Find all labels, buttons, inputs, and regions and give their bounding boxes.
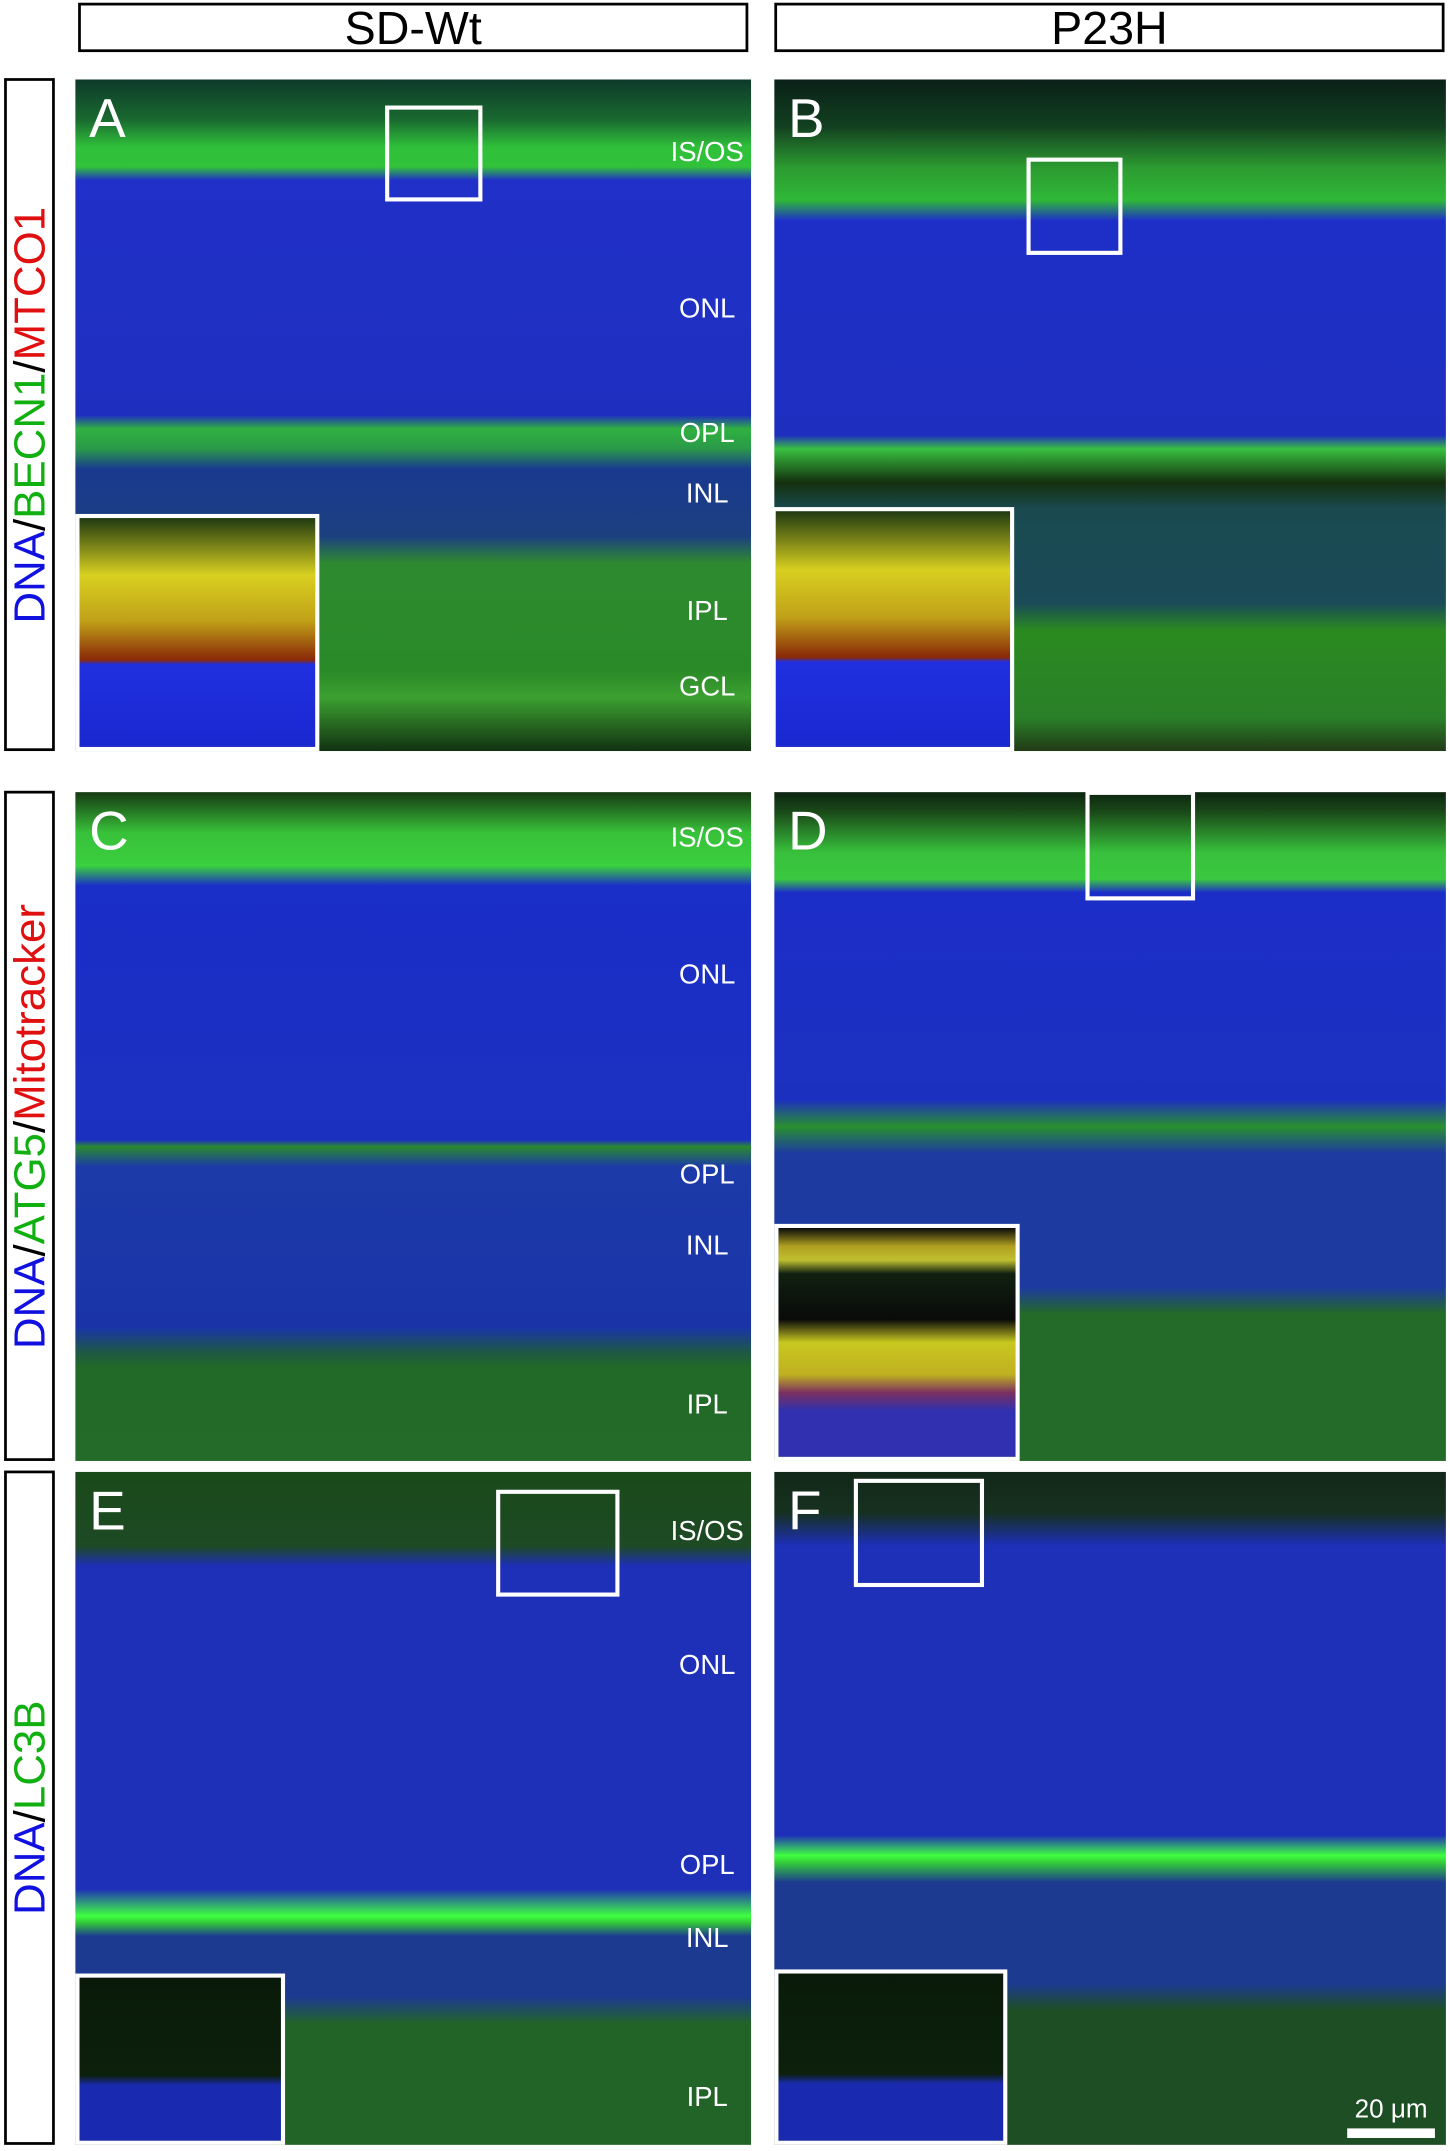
inset-image	[774, 1969, 1008, 2145]
column-header: P23H	[774, 2, 1445, 52]
region-box	[1026, 157, 1123, 255]
row-label-part: /	[4, 518, 54, 531]
layer-label: GCL	[679, 672, 736, 703]
scale-bar	[1347, 2128, 1435, 2138]
inset-image	[75, 1973, 286, 2145]
layer-label: OPL	[679, 1850, 735, 1882]
panel-letter: C	[89, 801, 129, 863]
layer-label: INL	[685, 1231, 729, 1262]
row-label-box	[4, 1470, 55, 2145]
row-label: DNA/ATG5/Mitotracker	[4, 903, 55, 1348]
region-box	[385, 105, 483, 202]
row-label-part: /	[4, 1810, 54, 1823]
layer-label: ONL	[679, 293, 736, 325]
row-label-part: Mitotracker	[4, 903, 54, 1121]
panel-letter: D	[788, 801, 828, 863]
micrograph-panel	[75, 792, 752, 1461]
row-label-part: /	[4, 1120, 54, 1133]
scale-bar-label: 20 μm	[1354, 2095, 1428, 2125]
layer-label: ONL	[679, 960, 736, 991]
layer-label: IS/OS	[670, 137, 744, 168]
layer-label: ONL	[679, 1650, 736, 1681]
panel-letter: B	[788, 89, 825, 150]
row-label-box	[4, 78, 55, 752]
layer-label: IPL	[686, 1390, 728, 1421]
region-box	[853, 1478, 985, 1588]
layer-label: IPL	[686, 596, 728, 628]
panel-letter: E	[89, 1481, 126, 1542]
row-label-part: ATG5	[4, 1132, 54, 1244]
row-label-part: MTCO1	[4, 206, 54, 360]
row-label-part: BECN1	[4, 371, 54, 519]
region-box	[496, 1489, 620, 1597]
layer-label: IPL	[686, 2082, 728, 2113]
panel-letter: F	[788, 1481, 822, 1542]
row-label-part: DNA	[4, 1255, 54, 1349]
inset-image	[75, 513, 320, 752]
layer-label: IS/OS	[670, 1516, 744, 1547]
row-label-part: /	[4, 359, 54, 372]
row-label-part: /	[4, 1243, 54, 1256]
layer-label: OPL	[679, 418, 735, 449]
row-label-part: DNA	[4, 1822, 54, 1915]
panel-letter: A	[89, 89, 126, 150]
row-label-box	[4, 790, 55, 1461]
inset-image	[774, 1223, 1020, 1461]
row-label-part: DNA	[4, 530, 54, 623]
row-label-part: LC3B	[4, 1700, 54, 1811]
layer-label: INL	[685, 1923, 729, 1954]
layer-label: IS/OS	[670, 822, 744, 854]
region-box	[1085, 790, 1196, 901]
layer-label: OPL	[679, 1160, 735, 1191]
inset-image	[771, 507, 1015, 752]
row-label: DNA/BECN1/MTCO1	[4, 206, 55, 623]
layer-label: INL	[685, 478, 729, 510]
column-header: SD-Wt	[78, 2, 749, 52]
row-label: DNA/LC3B	[4, 1700, 55, 1914]
